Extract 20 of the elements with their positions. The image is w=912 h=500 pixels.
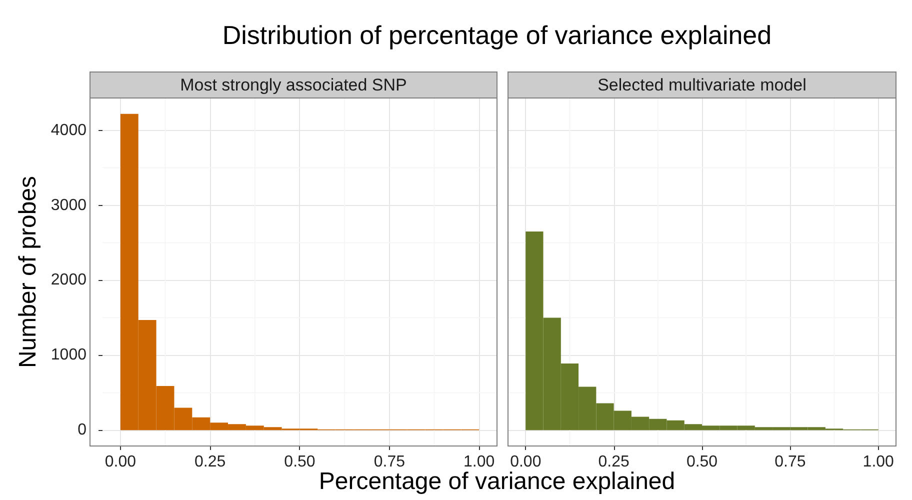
chart-title: Distribution of percentage of variance explained	[221, 20, 773, 51]
y-tick-label: 4000	[50, 122, 87, 139]
x-tick-label: 1.00	[862, 454, 894, 470]
y-tick-label: 3000	[50, 196, 87, 214]
x-tick-label: 0.75	[774, 454, 806, 470]
y-tick-label: 2000	[50, 272, 87, 289]
y-axis-title: Number of probes	[14, 176, 42, 368]
x-tick-label: 0.25	[194, 454, 226, 470]
x-tick-label: 1.00	[464, 454, 495, 470]
x-tick-label: 0.75	[374, 454, 406, 470]
y-tick-label: 0	[78, 422, 87, 439]
x-tick-label: 0.25	[598, 454, 630, 470]
x-tick-label: 0.00	[510, 454, 542, 470]
x-tick-label: 0.50	[686, 454, 718, 470]
y-tick-label: 1000	[50, 346, 87, 364]
x-tick-label: 0.50	[284, 454, 316, 470]
x-axis-title: Percentage of variance explained	[318, 468, 676, 495]
chart-subtitle: Selected multivariate model	[598, 76, 806, 94]
chart-subtitle: Most strongly associated SNP	[180, 76, 407, 94]
x-tick-label: 0.00	[104, 454, 136, 470]
